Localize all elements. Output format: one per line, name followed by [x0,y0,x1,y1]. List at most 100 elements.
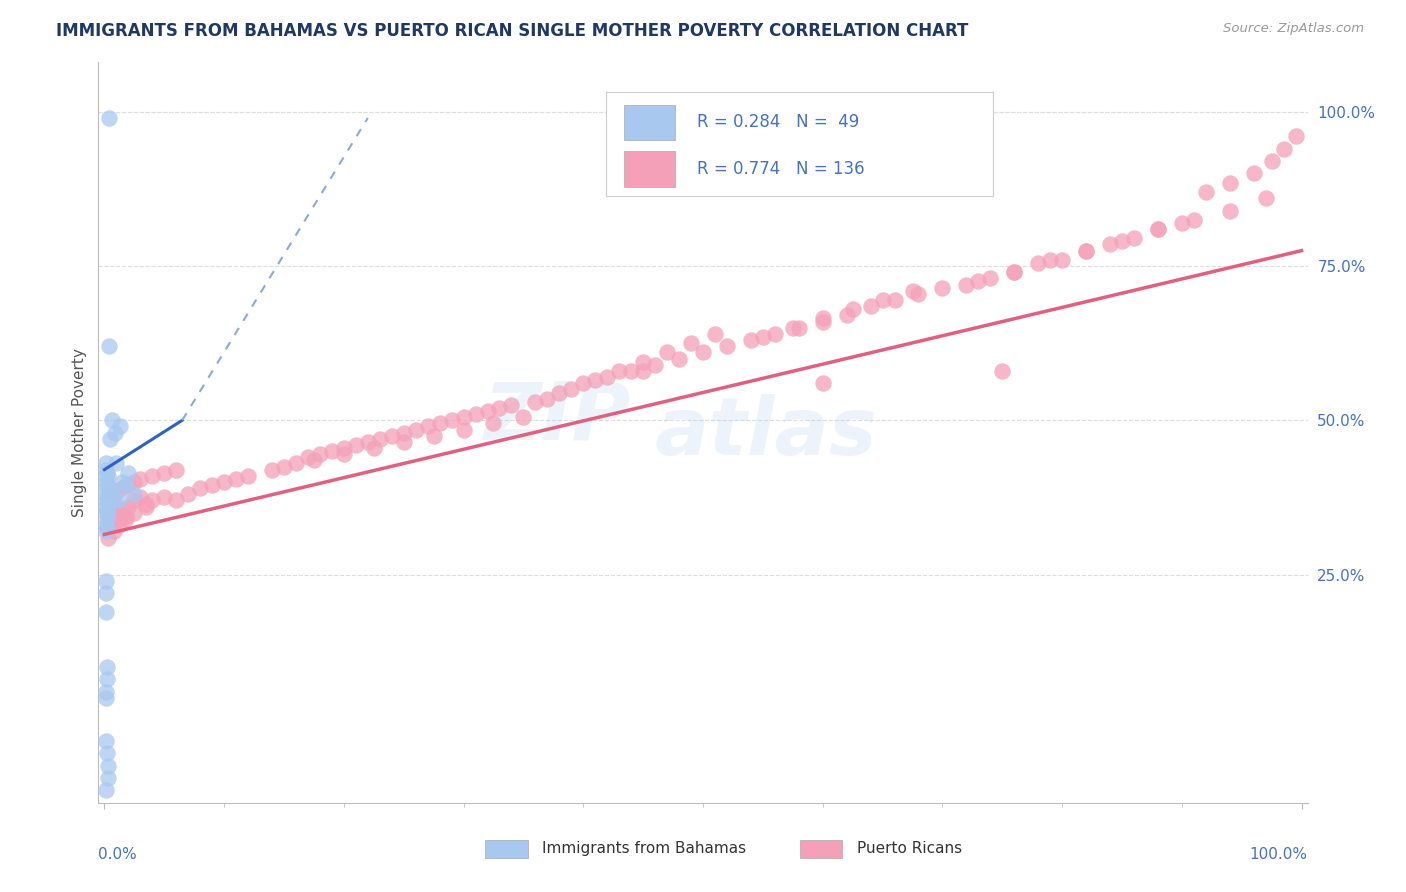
Point [464,407,486,421]
Point [333,447,356,461]
Point [94,468,117,483]
Point [94,457,117,471]
Point [368,432,391,446]
Point [405,423,427,437]
Point [644,358,666,372]
Point [297,450,319,465]
Point [104,425,127,440]
Point [111,502,134,516]
Point [284,457,307,471]
Point [1284,129,1306,144]
Point [955,277,977,292]
Point [236,468,259,483]
Point [100,432,122,446]
Point [100,413,122,427]
Point [763,326,786,341]
Point [440,413,463,427]
Point [117,478,139,492]
Point [124,487,146,501]
Point [188,481,211,495]
Point [1171,216,1194,230]
Point [94,685,117,699]
Point [111,481,134,495]
Point [811,311,834,326]
Point [692,345,714,359]
Point [94,484,117,499]
Point [453,423,475,437]
Point [96,478,118,492]
Point [260,462,283,476]
Point [96,502,118,516]
Point [1026,256,1049,270]
Point [668,351,690,366]
Point [782,320,804,334]
Point [453,410,475,425]
Point [501,398,523,412]
Point [1147,222,1170,236]
Point [98,493,121,508]
Point [105,484,128,499]
Point [631,354,654,368]
Point [103,493,125,508]
Point [108,419,131,434]
Point [607,364,630,378]
Text: Source: ZipAtlas.com: Source: ZipAtlas.com [1223,22,1364,36]
Point [94,734,117,748]
Point [1002,265,1025,279]
Point [1074,244,1097,258]
Point [321,444,343,458]
Text: R = 0.284   N =  49: R = 0.284 N = 49 [697,113,859,131]
Point [115,508,138,523]
Point [1182,212,1205,227]
Point [835,309,858,323]
Point [97,758,120,772]
Point [811,315,834,329]
Point [1123,231,1146,245]
Point [96,491,118,505]
Point [225,472,247,486]
Point [416,419,439,434]
Point [141,468,163,483]
Point [97,493,120,508]
Point [583,373,606,387]
Point [96,521,118,535]
Point [883,293,905,307]
Point [108,512,131,526]
Point [97,468,120,483]
Point [97,481,120,495]
Point [631,364,654,378]
Point [572,376,595,391]
Point [357,434,380,449]
Point [98,111,121,125]
Point [979,271,1001,285]
Point [117,500,139,514]
Text: Puerto Ricans: Puerto Ricans [856,841,962,856]
Point [94,518,117,533]
Point [105,457,128,471]
Point [787,320,810,334]
Point [96,747,118,761]
Point [111,475,134,489]
Point [1260,154,1282,169]
Point [620,364,643,378]
Point [1219,203,1241,218]
Point [94,605,117,619]
Point [548,385,571,400]
Text: IMMIGRANTS FROM BAHAMAS VS PUERTO RICAN SINGLE MOTHER POVERTY CORRELATION CHART: IMMIGRANTS FROM BAHAMAS VS PUERTO RICAN … [56,22,969,40]
Point [98,339,121,353]
Point [94,500,117,514]
Point [679,336,702,351]
Text: R = 0.774   N = 136: R = 0.774 N = 136 [697,160,865,178]
Point [153,466,176,480]
Point [392,425,415,440]
Point [1254,191,1277,205]
Point [512,410,534,425]
Point [100,487,122,501]
Text: Immigrants from Bahamas: Immigrants from Bahamas [543,841,747,856]
Point [101,491,124,505]
Point [94,462,117,476]
FancyBboxPatch shape [624,152,675,186]
Text: 0.0%: 0.0% [98,847,138,863]
Point [392,434,415,449]
Text: 100.0%: 100.0% [1250,847,1308,863]
